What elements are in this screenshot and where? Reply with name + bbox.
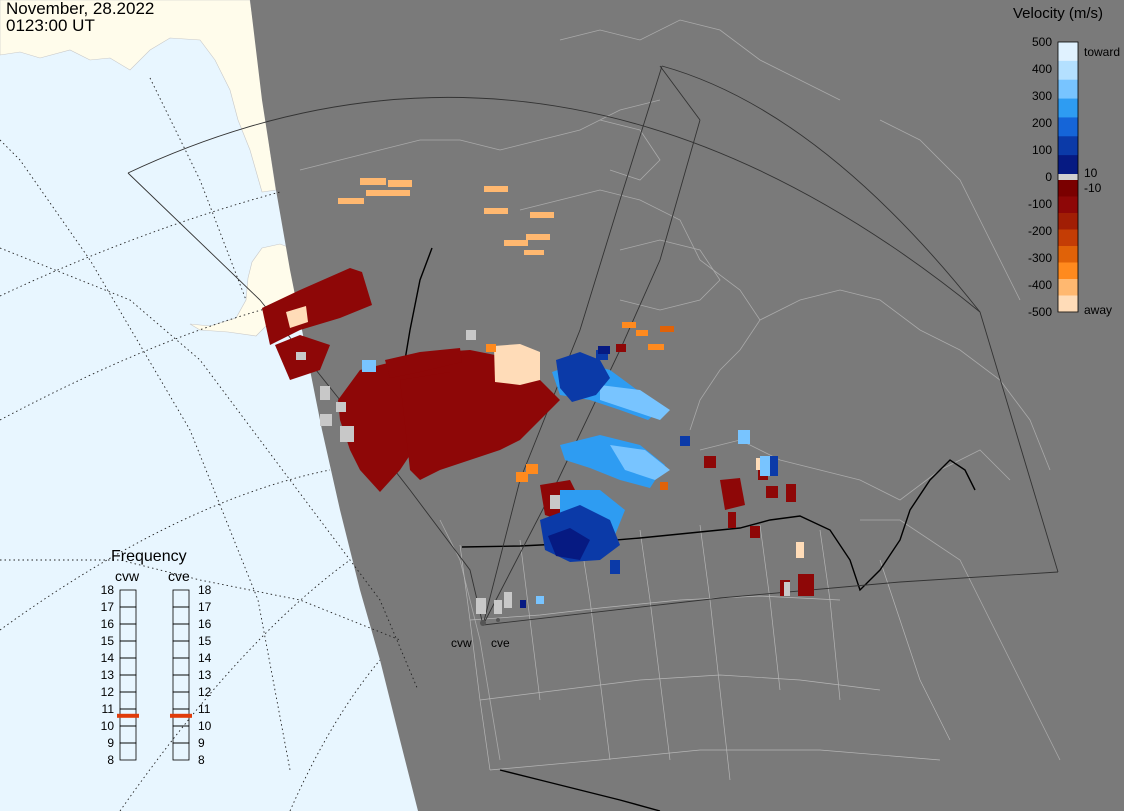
frequency-scale-label: 9: [107, 736, 114, 750]
colorbar-inner-negative: -10: [1084, 181, 1102, 195]
frequency-scale-label: 18: [198, 583, 212, 597]
frequency-scale-label: 18: [100, 583, 114, 597]
colorbar-tick-label: -200: [1027, 224, 1052, 238]
frequency-radar-cvw: cvw: [115, 568, 140, 584]
colorbar-title: Velocity (m/s): [1013, 5, 1104, 22]
time-label: 0123:00 UT: [6, 16, 95, 35]
frequency-scale-label: 8: [198, 753, 205, 767]
frequency-scale-label: 16: [198, 617, 212, 631]
colorbar-tick-label: 100: [1031, 143, 1052, 157]
frequency-scale-label: 14: [198, 651, 212, 665]
radar-site-marker: [480, 620, 486, 626]
country-borders: [404, 247, 976, 811]
radar-label-cve: cve: [491, 636, 510, 650]
frequency-scale-label: 8: [107, 753, 114, 767]
colorbar-tick-label: -100: [1027, 197, 1052, 211]
frequency-scale-label: 17: [100, 600, 114, 614]
colorbar-inner-positive: 10: [1084, 166, 1098, 180]
frequency-scale-label: 13: [100, 668, 114, 682]
frequency-scale-label: 11: [198, 702, 211, 716]
colorbar-tick-label: 300: [1031, 89, 1052, 103]
frequency-scale-label: 14: [100, 651, 114, 665]
frequency-scale-label: 12: [100, 685, 114, 699]
frequency-scale-label: 13: [198, 668, 212, 682]
colorbar-tick-label: 200: [1031, 116, 1052, 130]
colorbar-tick-label: -300: [1027, 251, 1052, 265]
colorbar-tick-label: 400: [1031, 62, 1052, 76]
colorbar-tick-label: 500: [1031, 35, 1052, 49]
radar-label-cvw: cvw: [451, 636, 472, 650]
graticule: [0, 77, 419, 811]
frequency-scale-label: 11: [101, 702, 114, 716]
frequency-scale-label: 10: [100, 719, 114, 733]
colorbar-away-label: away: [1084, 303, 1113, 317]
frequency-radar-cve: cve: [168, 568, 190, 584]
frequency-scale-label: 9: [198, 736, 205, 750]
frequency-scale-label: 16: [100, 617, 114, 631]
frequency-title: Frequency: [111, 548, 187, 565]
date-label: November, 28.2022: [6, 0, 155, 18]
velocity-echoes: [262, 178, 814, 614]
frequency-scale-label: 17: [198, 600, 212, 614]
colorbar-tick-label: -400: [1027, 278, 1052, 292]
frequency-scale-label: 12: [198, 685, 212, 699]
frequency-scale-label: 15: [100, 634, 114, 648]
radar-site-marker: [496, 618, 500, 622]
colorbar-tick-label: 0: [1045, 170, 1052, 184]
frequency-scale-label: 10: [198, 719, 212, 733]
frequency-scale-label: 15: [198, 634, 212, 648]
colorbar-toward-label: toward: [1084, 45, 1121, 59]
colorbar-tick-label: -500: [1027, 305, 1052, 319]
